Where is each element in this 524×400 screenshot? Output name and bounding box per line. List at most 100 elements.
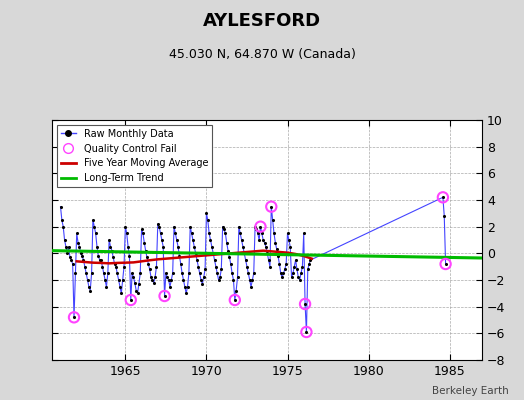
Point	[97, 257, 105, 263]
Point	[170, 224, 178, 230]
Point	[179, 277, 188, 283]
Point	[72, 230, 81, 236]
Point	[90, 224, 99, 230]
Point	[88, 270, 96, 276]
Text: AYLESFORD: AYLESFORD	[203, 12, 321, 30]
Point	[171, 230, 180, 236]
Point	[223, 240, 231, 246]
Point	[189, 237, 197, 243]
Point	[294, 274, 302, 280]
Point	[214, 277, 223, 283]
Point	[172, 237, 181, 243]
Point	[305, 261, 313, 267]
Point	[149, 280, 158, 286]
Point	[220, 226, 228, 232]
Point	[111, 261, 119, 267]
Point	[266, 264, 274, 270]
Point	[147, 274, 155, 280]
Point	[136, 270, 145, 276]
Point	[439, 194, 447, 200]
Point	[160, 293, 169, 299]
Point	[81, 264, 89, 270]
Point	[297, 270, 305, 276]
Point	[78, 253, 86, 259]
Point	[281, 266, 289, 272]
Point	[285, 237, 293, 243]
Point	[195, 270, 204, 276]
Point	[225, 254, 234, 260]
Point	[160, 293, 169, 299]
Point	[166, 284, 174, 290]
Point	[58, 217, 66, 223]
Point	[184, 270, 193, 276]
Point	[244, 270, 253, 276]
Point	[209, 250, 217, 256]
Point	[112, 264, 120, 270]
Point	[271, 240, 279, 246]
Point	[63, 250, 71, 256]
Point	[226, 261, 235, 267]
Point	[71, 270, 80, 276]
Point	[116, 284, 124, 290]
Point	[104, 270, 112, 276]
Point	[155, 224, 163, 230]
Point	[236, 230, 244, 236]
Point	[127, 297, 135, 303]
Point	[130, 280, 139, 286]
Point	[232, 288, 241, 294]
Point	[287, 274, 296, 280]
Point	[231, 297, 239, 303]
Point	[249, 270, 258, 276]
Point	[263, 250, 271, 256]
Point	[148, 277, 157, 283]
Point	[201, 266, 209, 272]
Point	[92, 230, 100, 236]
Point	[60, 237, 69, 243]
Point	[235, 224, 243, 230]
Point	[441, 261, 450, 267]
Point	[298, 264, 307, 270]
Point	[162, 270, 170, 276]
Point	[286, 244, 294, 250]
Point	[124, 244, 132, 250]
Point	[143, 254, 151, 260]
Point	[177, 261, 185, 267]
Point	[182, 290, 190, 296]
Point	[302, 329, 311, 335]
Point	[159, 244, 167, 250]
Point	[259, 237, 267, 243]
Point	[125, 253, 134, 259]
Point	[256, 224, 265, 230]
Point	[109, 254, 117, 260]
Point	[120, 264, 128, 270]
Point	[291, 257, 300, 263]
Point	[67, 257, 75, 263]
Point	[210, 257, 219, 263]
Point	[279, 270, 288, 276]
Point	[140, 240, 148, 246]
Point	[82, 270, 90, 276]
Point	[127, 297, 135, 303]
Point	[242, 257, 250, 263]
Point	[123, 230, 131, 236]
Point	[300, 230, 308, 236]
Point	[64, 244, 73, 250]
Point	[118, 277, 127, 283]
Point	[74, 240, 82, 246]
Point	[98, 264, 106, 270]
Point	[133, 290, 141, 296]
Point	[105, 237, 113, 243]
Point	[301, 301, 309, 307]
Point	[275, 261, 283, 267]
Point	[268, 217, 277, 223]
Point	[59, 224, 68, 230]
Point	[167, 277, 176, 283]
Text: 45.030 N, 64.870 W (Canada): 45.030 N, 64.870 W (Canada)	[169, 48, 355, 61]
Point	[245, 277, 254, 283]
Point	[181, 284, 189, 290]
Point	[85, 284, 93, 290]
Point	[200, 274, 208, 280]
Point	[230, 277, 238, 283]
Point	[277, 270, 285, 276]
Point	[198, 281, 206, 287]
